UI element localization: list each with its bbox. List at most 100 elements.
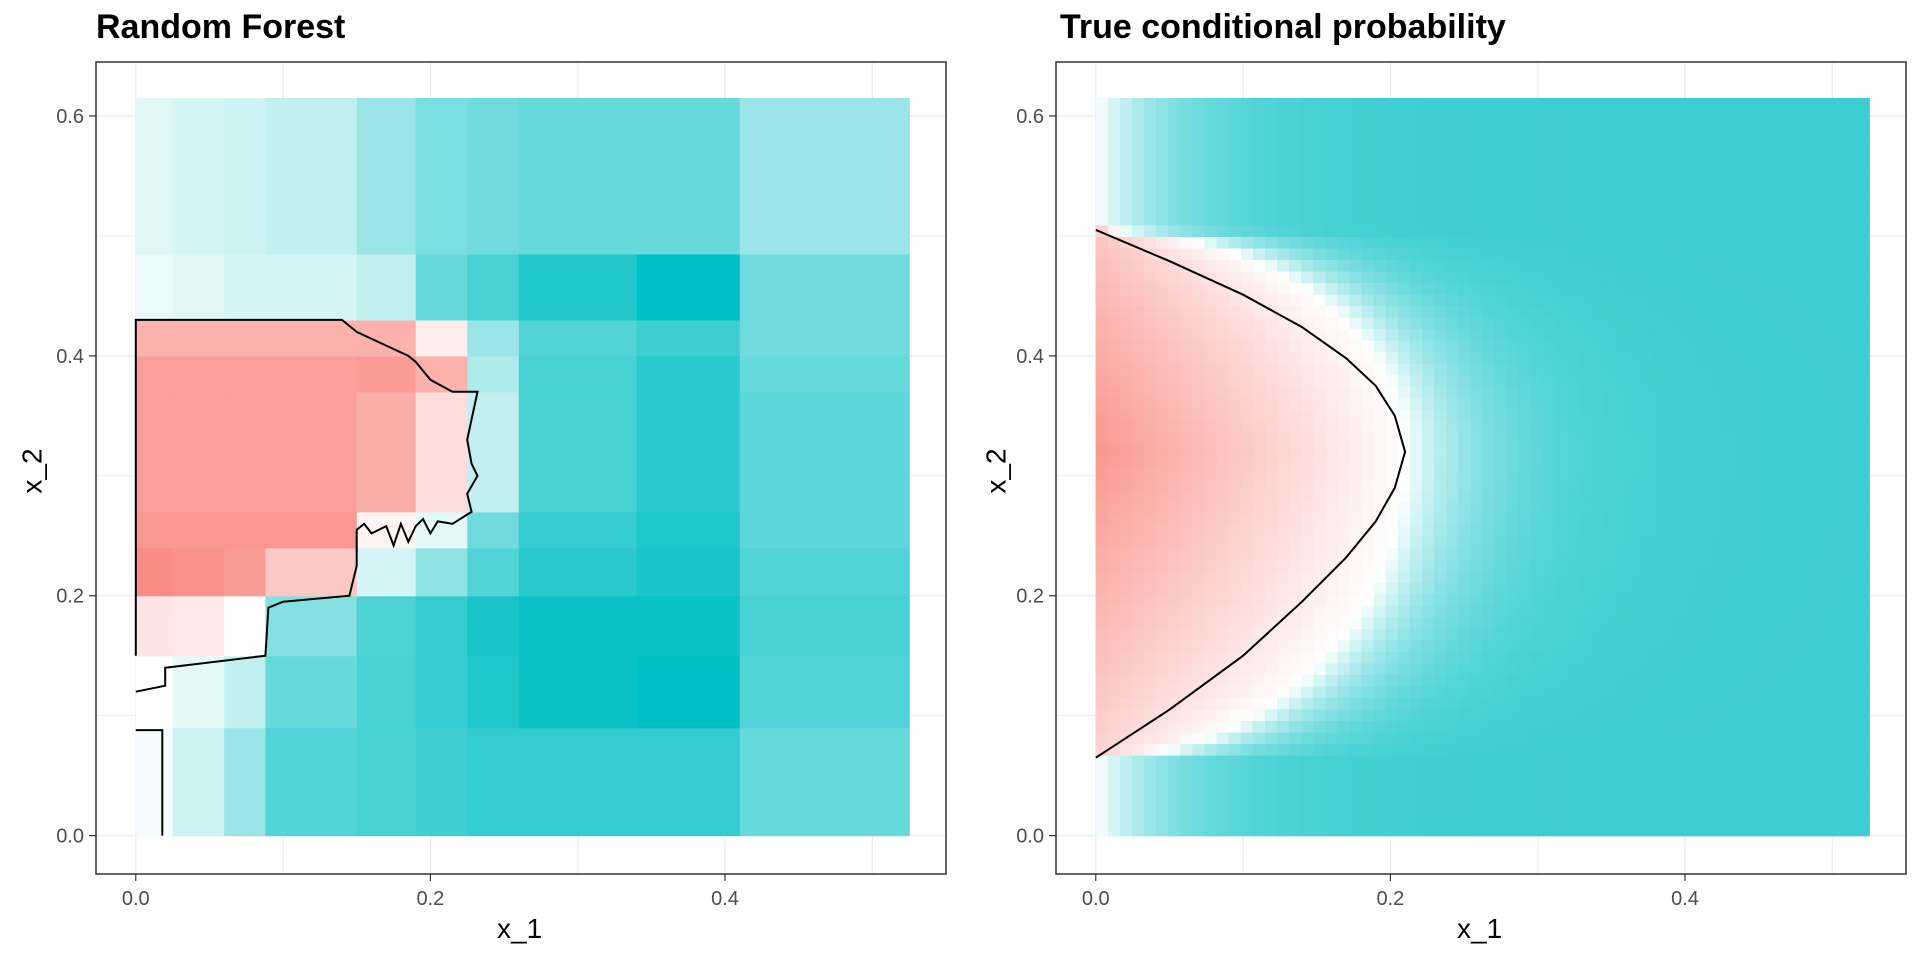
heatmap-cell bbox=[1422, 512, 1435, 526]
heatmap-cell bbox=[1784, 155, 1798, 168]
heatmap-cell bbox=[1240, 224, 1254, 237]
heatmap-cell bbox=[1180, 167, 1194, 180]
heatmap-cell bbox=[1567, 201, 1580, 214]
heatmap-cell bbox=[1301, 201, 1314, 214]
heatmap-cell bbox=[1397, 489, 1411, 503]
heatmap-cell bbox=[1760, 247, 1774, 261]
heatmap-cell bbox=[1736, 132, 1750, 145]
heatmap-cell bbox=[467, 655, 520, 729]
heatmap-cell bbox=[1301, 420, 1314, 433]
heatmap-cell bbox=[1325, 282, 1339, 295]
heatmap-cell bbox=[1482, 328, 1496, 341]
heatmap-cell bbox=[1832, 743, 1846, 756]
heatmap-cell bbox=[1107, 213, 1121, 226]
heatmap-cell bbox=[1796, 397, 1810, 410]
heatmap-cell bbox=[1349, 524, 1363, 537]
heatmap-cell bbox=[1748, 316, 1762, 330]
heatmap-cell bbox=[1579, 144, 1592, 157]
heatmap-cell bbox=[1567, 397, 1580, 410]
heatmap-cell bbox=[1639, 201, 1653, 214]
heatmap-cell bbox=[1252, 236, 1266, 249]
heatmap-cell bbox=[1615, 97, 1629, 111]
heatmap-cell bbox=[1857, 466, 1870, 480]
heatmap-cell bbox=[1542, 489, 1556, 503]
heatmap-cell bbox=[1784, 293, 1798, 307]
heatmap-cell bbox=[1699, 432, 1713, 445]
heatmap-cell bbox=[1567, 582, 1580, 595]
heatmap-cell bbox=[1808, 501, 1822, 514]
heatmap-cell bbox=[1216, 420, 1230, 433]
heatmap-cell bbox=[1180, 501, 1194, 514]
heatmap-cell bbox=[1156, 789, 1169, 802]
heatmap-cell bbox=[1458, 697, 1472, 710]
heatmap-cell bbox=[1748, 190, 1762, 203]
heatmap-cell bbox=[1482, 351, 1496, 364]
heatmap-cell bbox=[1567, 282, 1580, 295]
heatmap-cell bbox=[1434, 570, 1447, 583]
heatmap-cell bbox=[1760, 363, 1774, 376]
heatmap-cell bbox=[1639, 282, 1653, 295]
heatmap-cell bbox=[1663, 812, 1677, 825]
heatmap-cell bbox=[1724, 420, 1737, 433]
heatmap-cell bbox=[1349, 570, 1363, 583]
heatmap-cell bbox=[1651, 293, 1665, 307]
heatmap-cell bbox=[1567, 685, 1580, 699]
heatmap-cell bbox=[1192, 213, 1206, 226]
heatmap-cell bbox=[1385, 524, 1399, 537]
heatmap-cell bbox=[1518, 616, 1532, 629]
heatmap-cell bbox=[1095, 651, 1109, 664]
heatmap-cell bbox=[1252, 754, 1266, 768]
heatmap-cell bbox=[1808, 697, 1822, 710]
heatmap-cell bbox=[1349, 224, 1363, 237]
heatmap-cell bbox=[1699, 720, 1713, 733]
heatmap-cell bbox=[1845, 731, 1858, 745]
heatmap-cell bbox=[224, 391, 267, 513]
heatmap-cell bbox=[1712, 351, 1725, 364]
heatmap-cell bbox=[1144, 501, 1157, 514]
heatmap-cell bbox=[1180, 386, 1194, 399]
heatmap-cell bbox=[1289, 824, 1302, 837]
heatmap-cell bbox=[1240, 777, 1254, 791]
heatmap-cell bbox=[1542, 236, 1556, 249]
heatmap-cell bbox=[1845, 155, 1858, 168]
heatmap-cell bbox=[1615, 178, 1629, 191]
heatmap-cell bbox=[1832, 432, 1846, 445]
heatmap-cell bbox=[1446, 639, 1460, 652]
heatmap-cell bbox=[1434, 178, 1447, 191]
heatmap-cell bbox=[1784, 386, 1798, 399]
heatmap-cell bbox=[1518, 789, 1532, 802]
heatmap-cell bbox=[1784, 697, 1798, 710]
heatmap-cell bbox=[1845, 167, 1858, 180]
heatmap-cell bbox=[1494, 190, 1508, 203]
heatmap-cell bbox=[1107, 178, 1121, 191]
heatmap-cell bbox=[1542, 731, 1556, 745]
heatmap-cell bbox=[1192, 697, 1206, 710]
heatmap-cell bbox=[1446, 328, 1460, 341]
heatmap-cell bbox=[1820, 466, 1834, 480]
heatmap-cell bbox=[1385, 824, 1399, 837]
heatmap-cell bbox=[1784, 639, 1798, 652]
heatmap-cell bbox=[1506, 812, 1520, 825]
heatmap-cell bbox=[1518, 443, 1532, 456]
heatmap-cell bbox=[1180, 316, 1194, 330]
heatmap-cell bbox=[1736, 743, 1750, 756]
heatmap-cell bbox=[1361, 109, 1375, 122]
heatmap-cell bbox=[1675, 628, 1689, 641]
heatmap-cell bbox=[1252, 512, 1266, 526]
heatmap-cell bbox=[1494, 754, 1508, 768]
heatmap-cell bbox=[1567, 236, 1580, 249]
heatmap-cell bbox=[1458, 167, 1472, 180]
heatmap-cell bbox=[1627, 224, 1641, 237]
heatmap-cell bbox=[1277, 674, 1290, 687]
heatmap-cell bbox=[1724, 651, 1737, 664]
heatmap-cell bbox=[1494, 340, 1508, 353]
heatmap-cell bbox=[1615, 501, 1629, 514]
heatmap-cell bbox=[1857, 213, 1870, 226]
heatmap-cell bbox=[1119, 501, 1133, 514]
heatmap-cell bbox=[1216, 443, 1230, 456]
heatmap-cell bbox=[1796, 259, 1810, 272]
heatmap-cell bbox=[1313, 351, 1327, 364]
heatmap-cell bbox=[1712, 201, 1725, 214]
heatmap-cell bbox=[415, 655, 468, 729]
heatmap-cell bbox=[1180, 582, 1194, 595]
